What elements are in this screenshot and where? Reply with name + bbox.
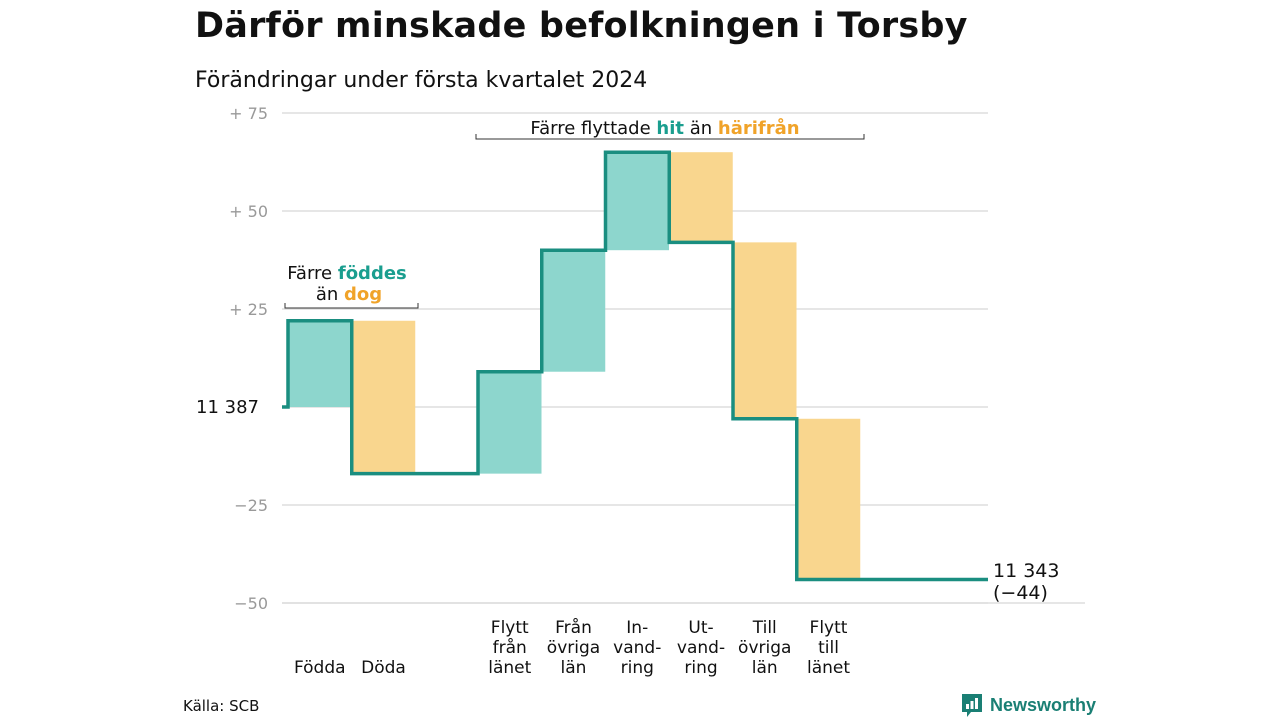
end-change-label: (−44): [993, 582, 1048, 604]
waterfall-bar: [351, 320, 416, 474]
y-tick-label: + 25: [229, 300, 268, 319]
x-category-label: Ut-: [688, 618, 713, 638]
x-category-label: övriga: [547, 638, 600, 658]
x-category-label: ring: [621, 658, 654, 678]
x-category-label: vand-: [677, 638, 725, 658]
chart-title: Därför minskade befolkningen i Torsby: [195, 6, 968, 46]
newsworthy-icon: [962, 694, 982, 717]
annotation-births-deaths: än dog: [316, 284, 382, 305]
waterfall-bar: [478, 371, 542, 474]
x-category-label: Döda: [361, 658, 406, 678]
x-category-label: Till: [752, 618, 777, 638]
x-category-label: länet: [488, 658, 531, 678]
annotation-bracket: [475, 134, 865, 140]
annotation-births-deaths: Färre föddes: [287, 263, 407, 284]
chart-subtitle: Förändringar under första kvartalet 2024: [195, 68, 648, 93]
y-tick-label: + 75: [229, 104, 268, 123]
y-tick-label: −25: [234, 496, 268, 515]
x-category-label: till: [818, 638, 839, 658]
cumulative-step-line: [282, 150, 988, 582]
x-category-label: från: [493, 637, 527, 658]
x-category-label: Flytt: [491, 618, 529, 638]
brand-name: Newsworthy: [990, 694, 1097, 715]
x-category-label: län: [752, 658, 778, 678]
baseline-value-label: 11 387: [196, 397, 259, 418]
x-category-label: vand-: [613, 638, 661, 658]
waterfall-bar: [733, 242, 797, 419]
waterfall-bar: [288, 320, 352, 407]
brand-logo: Newsworthy: [960, 692, 1096, 718]
end-value-label: 11 343: [993, 560, 1059, 582]
waterfall-bar: [541, 250, 606, 372]
x-category-label: län: [561, 658, 587, 678]
x-category-label: ring: [684, 658, 717, 678]
waterfall-bar: [796, 418, 861, 580]
waterfall-bar: [605, 152, 669, 251]
annotation-bracket: [284, 303, 419, 309]
x-category-label: Födda: [294, 658, 346, 678]
waterfall-bar: [669, 152, 733, 243]
x-category-label: In-: [626, 618, 648, 638]
x-category-label: Från: [555, 617, 592, 638]
x-category-label: övriga: [738, 638, 791, 658]
x-category-label: Flytt: [810, 618, 848, 638]
y-tick-label: + 50: [229, 202, 268, 221]
y-tick-label: −50: [234, 594, 268, 613]
annotation-migration: Färre flyttade hit än härifrån: [530, 117, 799, 139]
x-category-label: länet: [807, 658, 850, 678]
source-note: Källa: SCB: [183, 697, 260, 715]
